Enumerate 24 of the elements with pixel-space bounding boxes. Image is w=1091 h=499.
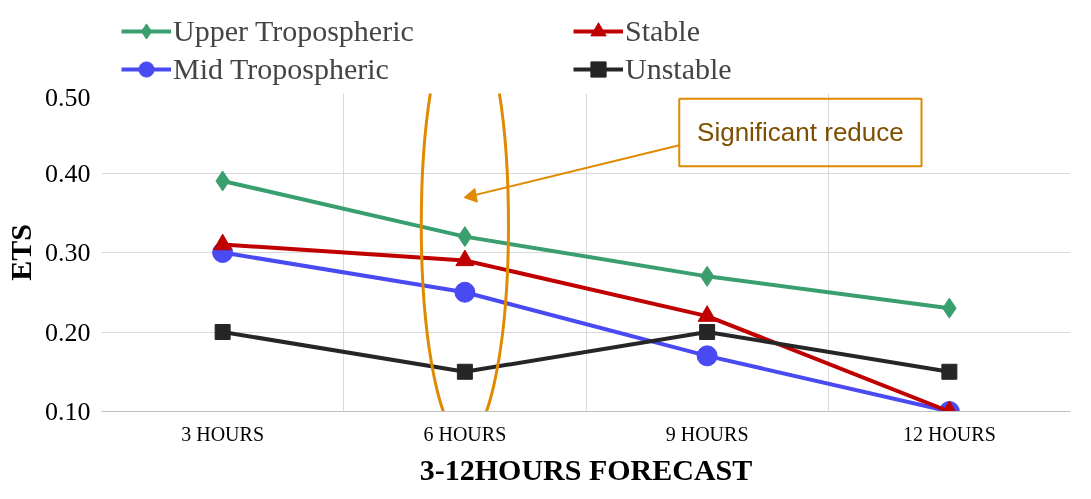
y-tick-label: 0.50 [45, 82, 91, 112]
x-axis-title: 3-12HOURS FORECAST [419, 452, 753, 486]
point [699, 265, 715, 287]
point [941, 363, 958, 380]
point [696, 345, 718, 367]
y-tick-label: 0.20 [45, 317, 91, 347]
point [454, 281, 476, 303]
point [457, 226, 473, 248]
x-tick-label: 9 HOURS [665, 422, 749, 445]
y-tick-label: 0.30 [45, 238, 91, 267]
annotation: Significant reduce [697, 117, 904, 148]
x-tick-label: 6 HOURS [423, 422, 507, 445]
point [456, 363, 473, 380]
legend-label: Stable [625, 13, 701, 49]
y-axis-title: ETS [4, 224, 37, 281]
point [214, 324, 231, 340]
x-tick-label: 12 HOURS [902, 422, 996, 445]
legend-label: Unstable [625, 51, 733, 87]
legend-label: Upper Tropospheric [173, 13, 415, 49]
y-tick-label: 0.10 [45, 397, 91, 426]
y-tick-label: 0.40 [45, 158, 91, 188]
legend-label: Mid Tropospheric [173, 51, 390, 87]
point [699, 324, 716, 340]
x-tick-label: 3 HOURS [181, 422, 265, 445]
